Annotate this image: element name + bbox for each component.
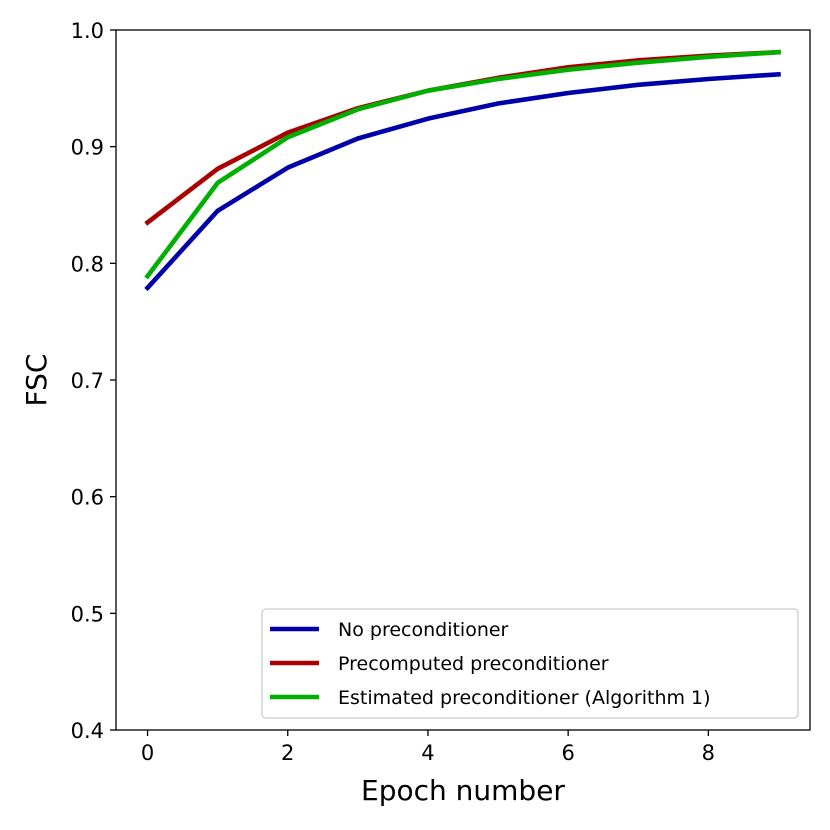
legend: No preconditioner Precomputed preconditio… xyxy=(261,608,799,719)
plot-area xyxy=(144,49,781,292)
y-tick-label: 0.4 xyxy=(71,719,104,743)
legend-label-3: Estimated preconditioner (Algorithm 1) xyxy=(338,687,711,709)
legend-label-1: No preconditioner xyxy=(338,619,509,641)
x-tick-label: 2 xyxy=(281,741,294,765)
y-axis-title: FSC xyxy=(20,354,53,407)
legend-label-2: Precomputed preconditioner xyxy=(338,653,609,675)
y-tick-label: 0.6 xyxy=(71,486,104,510)
y-tick-label: 0.9 xyxy=(71,136,104,160)
x-tick-label: 8 xyxy=(702,741,715,765)
y-tick-label: 1.0 xyxy=(71,19,104,43)
series-line-3 xyxy=(144,49,781,280)
x-tick-label: 4 xyxy=(421,741,434,765)
y-tick-label: 0.8 xyxy=(71,252,104,276)
legend-box xyxy=(261,608,799,719)
series-line-1 xyxy=(144,71,781,292)
x-axis-title: Epoch number xyxy=(361,774,565,807)
x-tick-label: 6 xyxy=(561,741,574,765)
axes: 0 2 4 6 8 0.4 0.5 0.6 0.7 0.8 0.9 1.0 xyxy=(71,19,811,765)
y-tick-label: 0.5 xyxy=(71,602,104,626)
x-tick-label: 0 xyxy=(141,741,154,765)
y-tick-label: 0.7 xyxy=(71,369,104,393)
